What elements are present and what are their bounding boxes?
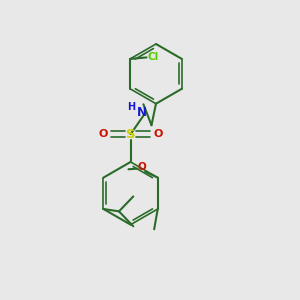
- Text: H: H: [128, 102, 136, 112]
- Text: Cl: Cl: [148, 52, 159, 62]
- Text: O: O: [137, 162, 146, 172]
- Text: N: N: [137, 106, 147, 118]
- Text: S: S: [126, 128, 135, 141]
- Text: O: O: [154, 129, 163, 139]
- Text: O: O: [98, 129, 107, 139]
